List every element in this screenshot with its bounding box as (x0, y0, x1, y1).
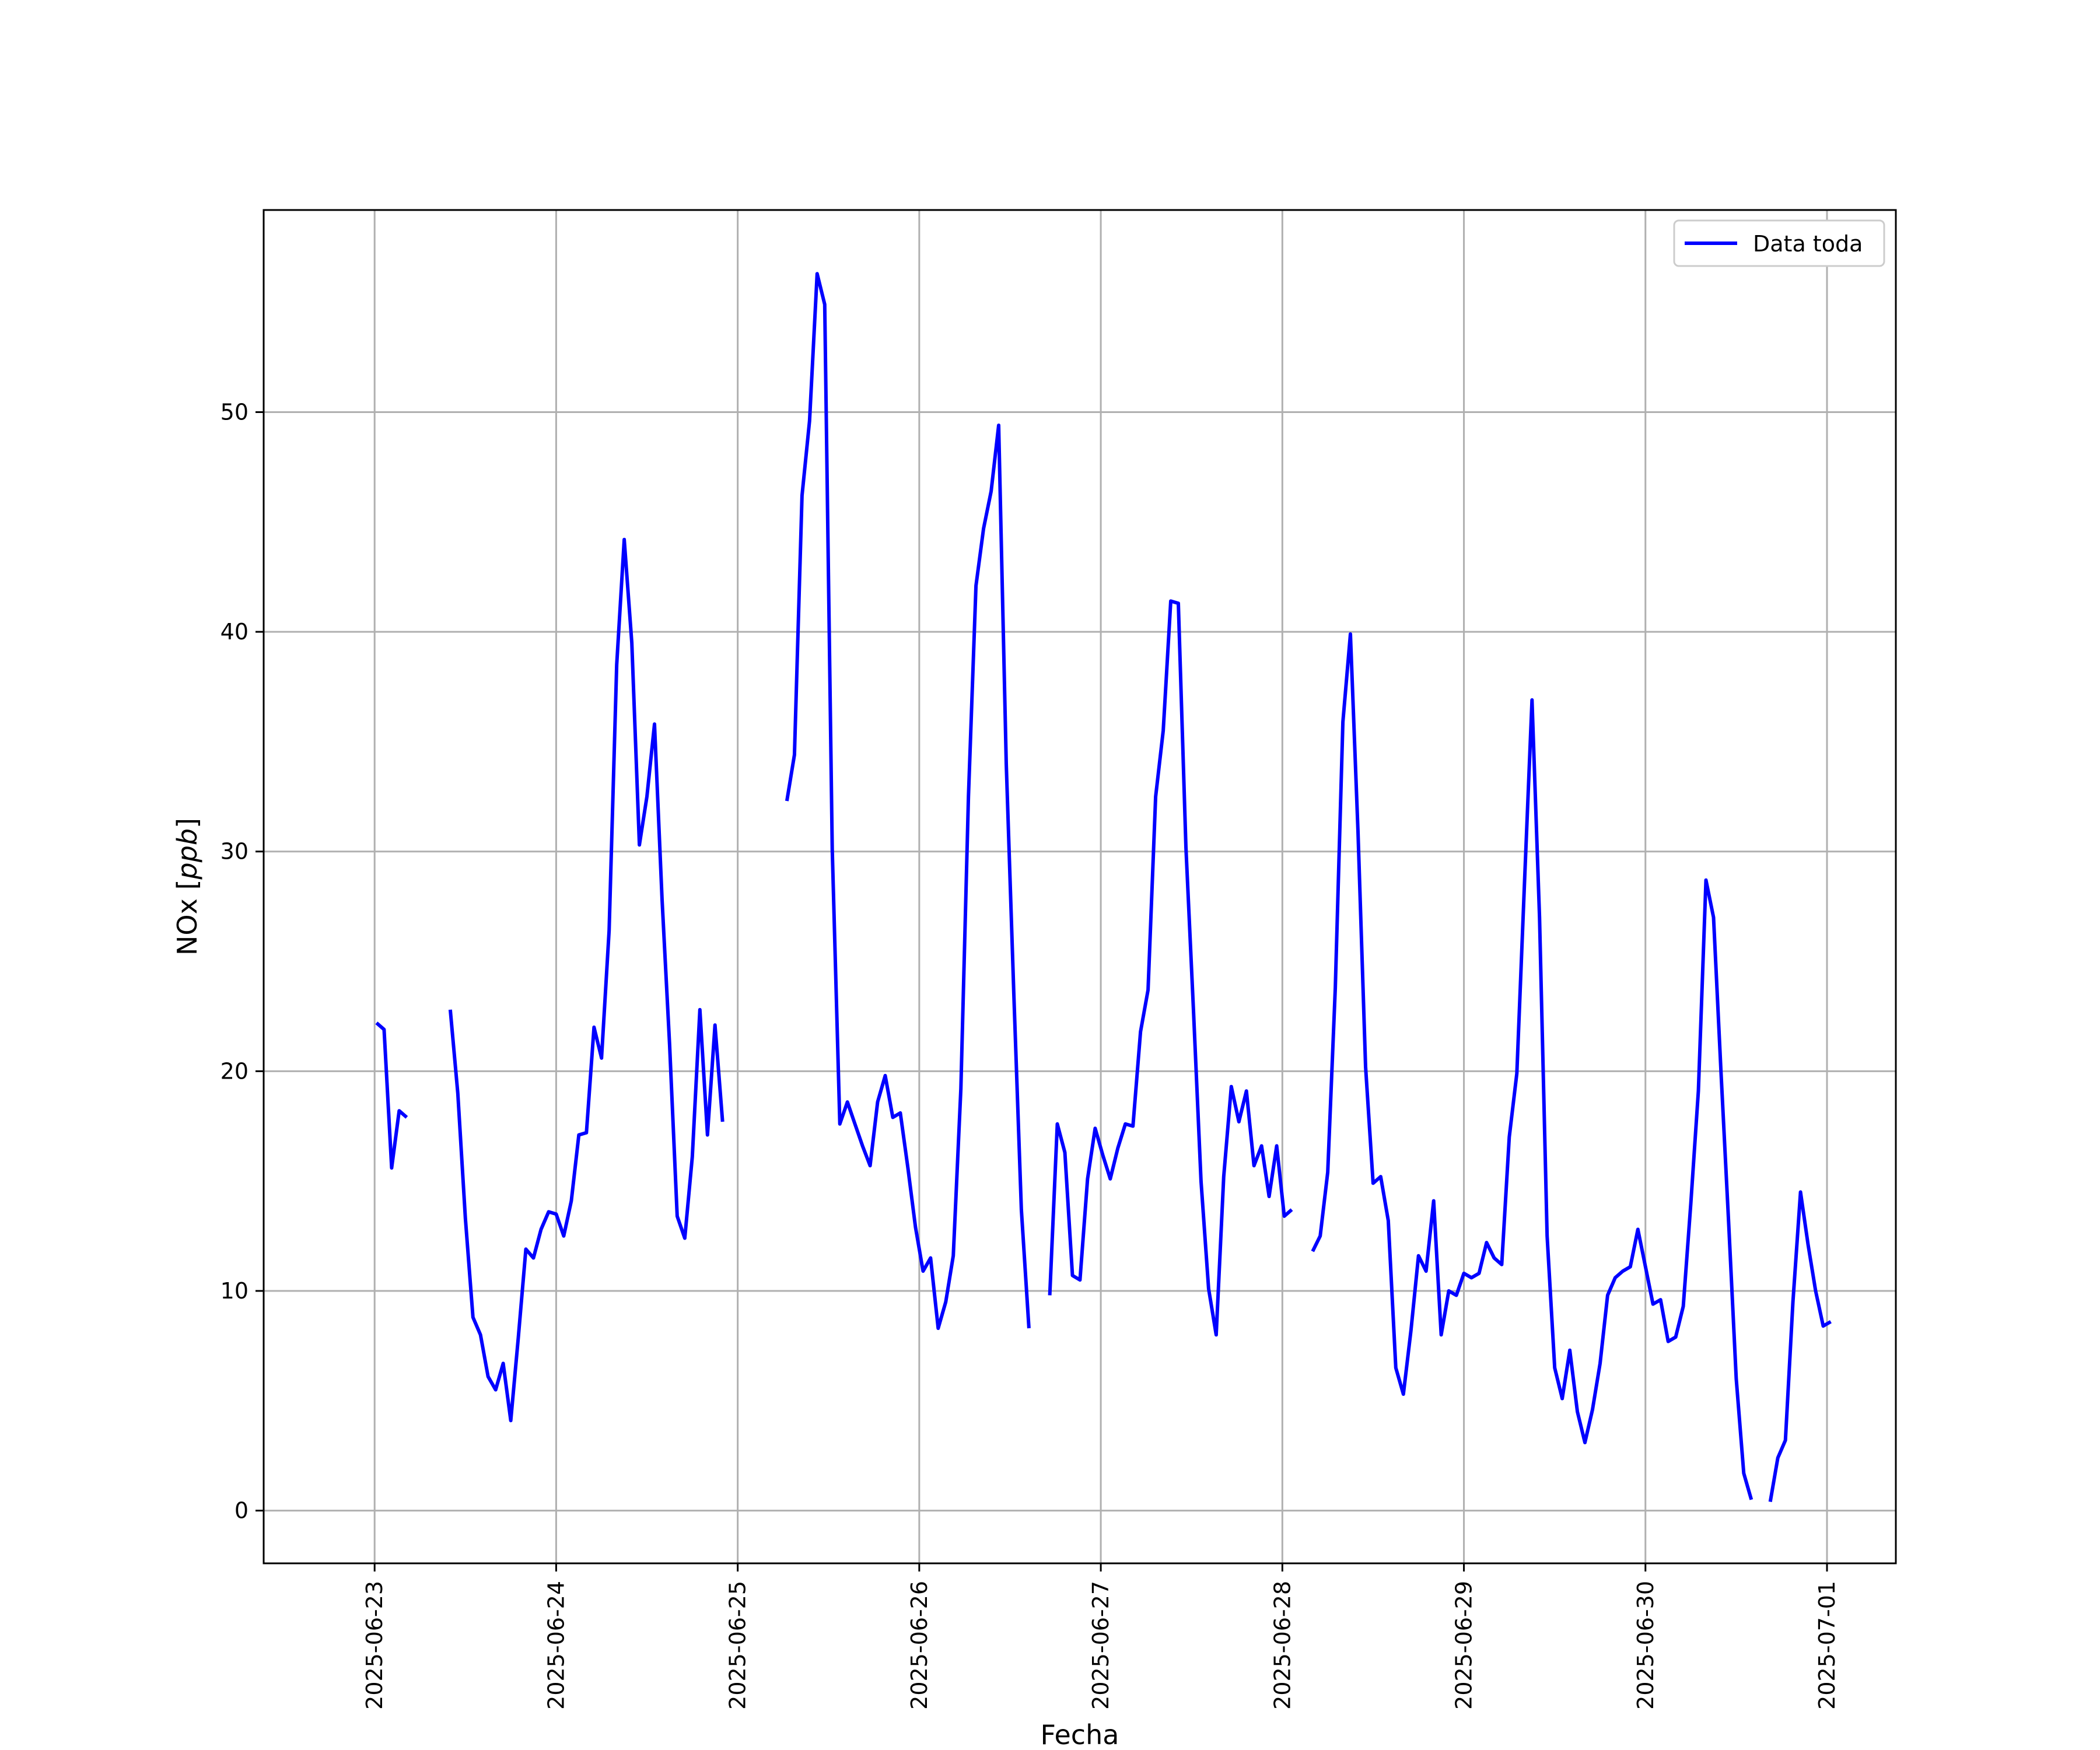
x-axis-ticks: 2025-06-23 2025-06-24 2025-06-25 2025-06-26… (362, 1563, 1840, 1710)
series-lines (375, 272, 1832, 1503)
x-axis-title: Fecha (1041, 1719, 1119, 1750)
x-tick-label: 2025-06-28 (1269, 1581, 1295, 1710)
y-axis-title: NOx [ppb] (172, 818, 203, 956)
series-line-segment (448, 537, 724, 1423)
y-tick-label: 20 (220, 1058, 249, 1084)
x-tick-label: 2025-06-24 (543, 1581, 569, 1710)
series-line-segment (785, 272, 1031, 1330)
y-tick-label: 50 (220, 399, 249, 425)
x-tick-label: 2025-06-26 (907, 1581, 932, 1710)
x-tick-label: 2025-06-25 (725, 1581, 751, 1710)
series-line-segment (1048, 599, 1293, 1337)
series-line-segment (1768, 1190, 1832, 1503)
series-line-segment (375, 1021, 408, 1170)
series-line-segment (1311, 632, 1754, 1500)
x-tick-label: 2025-06-27 (1088, 1581, 1114, 1710)
y-tick-label: 30 (220, 839, 249, 864)
plot-background (264, 210, 1896, 1563)
y-tick-label: 10 (220, 1278, 249, 1304)
plot-frame (262, 209, 1897, 1564)
x-tick-label: 2025-07-01 (1814, 1581, 1840, 1710)
x-tick-label: 2025-06-30 (1633, 1581, 1658, 1710)
legend-box (1673, 219, 1885, 267)
grid-lines (264, 210, 1896, 1563)
y-tick-label: 40 (220, 619, 249, 645)
x-tick-label: 2025-06-29 (1451, 1581, 1477, 1710)
x-tick-label: 2025-06-23 (362, 1581, 387, 1710)
y-axis-ticks: 0 10 20 30 40 50 (220, 399, 264, 1524)
legend: Data toda (1673, 219, 1885, 267)
legend-label: Data toda (1753, 231, 1863, 257)
y-tick-label: 0 (235, 1498, 249, 1524)
